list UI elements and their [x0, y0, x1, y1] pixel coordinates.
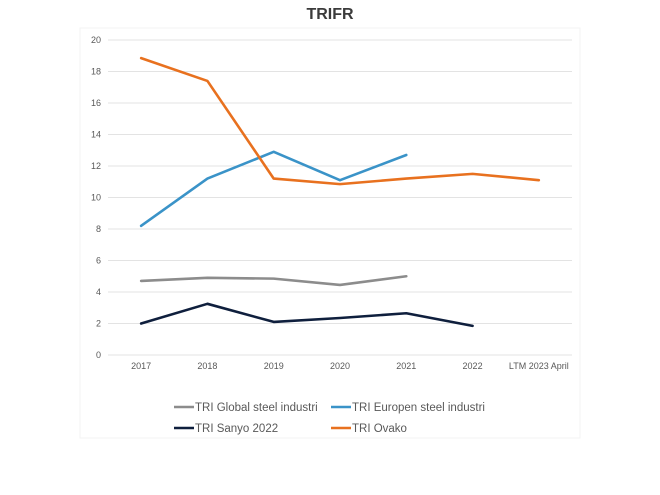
x-tick-label: 2021 [396, 361, 416, 371]
x-tick-label: 2022 [463, 361, 483, 371]
series-lines [139, 56, 541, 328]
x-tick-label: 2017 [131, 361, 151, 371]
x-tick-label: 2018 [197, 361, 217, 371]
y-tick-label: 2 [96, 319, 101, 329]
y-tick-label: 16 [91, 98, 101, 108]
x-tick-label: LTM 2023 April [509, 361, 569, 371]
x-tick-label: 2019 [264, 361, 284, 371]
series-line-tri-ovako [139, 56, 541, 186]
y-tick-label: 6 [96, 256, 101, 266]
y-tick-label: 20 [91, 35, 101, 45]
legend-label: TRI Sanyo 2022 [195, 423, 278, 435]
series-line-tri-global-steel-industri [139, 274, 408, 287]
y-tick-label: 10 [91, 193, 101, 203]
chart-title: TRIFR [306, 6, 354, 23]
legend-label: TRI Europen steel industri [352, 402, 485, 414]
y-tick-label: 4 [96, 287, 101, 297]
legend-item: TRI Europen steel industri [331, 402, 485, 414]
y-axis-ticks: 0 2 4 6 8 10 12 14 16 18 20 [91, 35, 101, 360]
y-tick-label: 8 [96, 224, 101, 234]
legend-label: TRI Global steel industri [195, 402, 318, 414]
legend-item: TRI Ovako [331, 423, 407, 435]
y-tick-label: 12 [91, 161, 101, 171]
series-line-tri-europen-steel-industri [139, 150, 408, 228]
legend-item: TRI Sanyo 2022 [174, 423, 278, 435]
series-line-tri-sanyo-2022 [139, 302, 474, 328]
x-tick-label: 2020 [330, 361, 350, 371]
legend-item: TRI Global steel industri [174, 402, 318, 414]
gridlines [108, 39, 572, 356]
chart-area [79, 27, 581, 439]
y-tick-label: 14 [91, 130, 101, 140]
x-axis-ticks: 2017 2018 2019 2020 2021 2022 LTM 2023 April [131, 361, 569, 371]
y-tick-label: 18 [91, 67, 101, 77]
legend-label: TRI Ovako [352, 423, 407, 435]
y-tick-label: 0 [96, 350, 101, 360]
legend: TRI Global steel industri TRI Europen ste… [174, 402, 485, 435]
